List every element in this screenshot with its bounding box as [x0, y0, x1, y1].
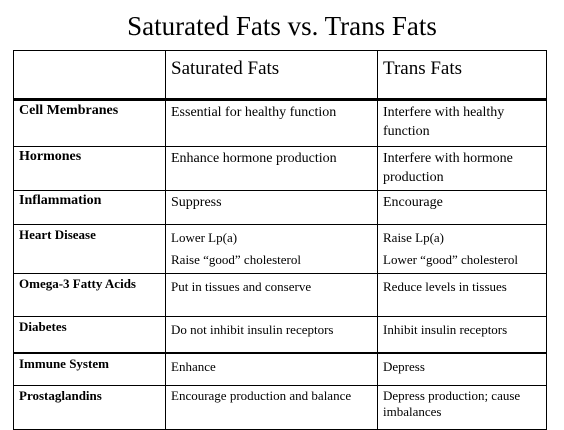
table-row: Inflammation Suppress Encourage — [13, 190, 547, 225]
cell-text: Encourage production and balance — [171, 388, 352, 403]
trans-cell: Depress — [377, 352, 547, 386]
cell-text: Reduce levels in tissues — [383, 279, 507, 294]
cell-text: Inhibit insulin receptors — [383, 322, 508, 337]
cell-text: Depress — [383, 359, 425, 374]
saturated-cell: Lower Lp(a) Raise “good” cholesterol — [165, 224, 378, 274]
cell-text: Lower “good” cholesterol — [383, 252, 519, 267]
saturated-cell: Do not inhibit insulin receptors — [165, 316, 378, 354]
trans-cell: Interfere with healthy function — [377, 99, 547, 147]
cell-text: Enhance hormone production — [171, 151, 337, 166]
table-row: Immune System Enhance Depress — [13, 352, 547, 386]
table-row: Cell Membranes Essential for healthy fun… — [13, 99, 547, 147]
cell-text: Interfere with healthy function — [383, 105, 505, 139]
row-label: Omega-3 Fatty Acids — [13, 273, 166, 317]
cell-text: Depress production; cause imbalances — [383, 388, 521, 419]
saturated-cell: Suppress — [165, 190, 378, 225]
cell-text: Raise Lp(a) — [383, 230, 445, 245]
cell-text: Interfere with hormone production — [383, 151, 513, 185]
trans-cell: Inhibit insulin receptors — [377, 316, 547, 354]
table-header-row: Saturated Fats Trans Fats — [13, 50, 547, 100]
saturated-cell: Enhance — [165, 352, 378, 386]
trans-cell: Interfere with hormone production — [377, 146, 547, 191]
cell-text: Lower Lp(a) — [171, 230, 238, 245]
saturated-cell: Essential for healthy function — [165, 99, 378, 147]
cell-text: Encourage — [383, 195, 443, 210]
row-label: Cell Membranes — [13, 99, 166, 147]
trans-cell: Reduce levels in tissues — [377, 273, 547, 317]
cell-text: Suppress — [171, 195, 222, 210]
trans-cell: Encourage — [377, 190, 547, 225]
header-saturated-fats: Saturated Fats — [165, 50, 378, 100]
trans-cell: Raise Lp(a) Lower “good” cholesterol — [377, 224, 547, 274]
row-label: Inflammation — [13, 190, 166, 225]
saturated-cell: Put in tissues and conserve — [165, 273, 378, 317]
saturated-cell: Enhance hormone production — [165, 146, 378, 191]
cell-text: Raise “good” cholesterol — [171, 252, 301, 267]
cell-text: Do not inhibit insulin receptors — [171, 322, 334, 337]
cell-text: Enhance — [171, 359, 216, 374]
row-label: Hormones — [13, 146, 166, 191]
cell-text: Put in tissues and conserve — [171, 279, 312, 294]
comparison-table: Saturated Fats Trans Fats Cell Membranes… — [13, 50, 547, 430]
header-empty-cell — [13, 50, 166, 100]
table-row: Diabetes Do not inhibit insulin receptor… — [13, 316, 547, 354]
table-row: Hormones Enhance hormone production Inte… — [13, 146, 547, 191]
table-row: Heart Disease Lower Lp(a) Raise “good” c… — [13, 224, 547, 274]
row-label: Immune System — [13, 352, 166, 386]
page-title: Saturated Fats vs. Trans Fats — [127, 11, 437, 41]
table-row: Omega-3 Fatty Acids Put in tissues and c… — [13, 273, 547, 317]
row-label: Heart Disease — [13, 224, 166, 274]
cell-text: Essential for healthy function — [171, 105, 337, 120]
header-trans-fats: Trans Fats — [377, 50, 547, 100]
row-label: Diabetes — [13, 316, 166, 354]
